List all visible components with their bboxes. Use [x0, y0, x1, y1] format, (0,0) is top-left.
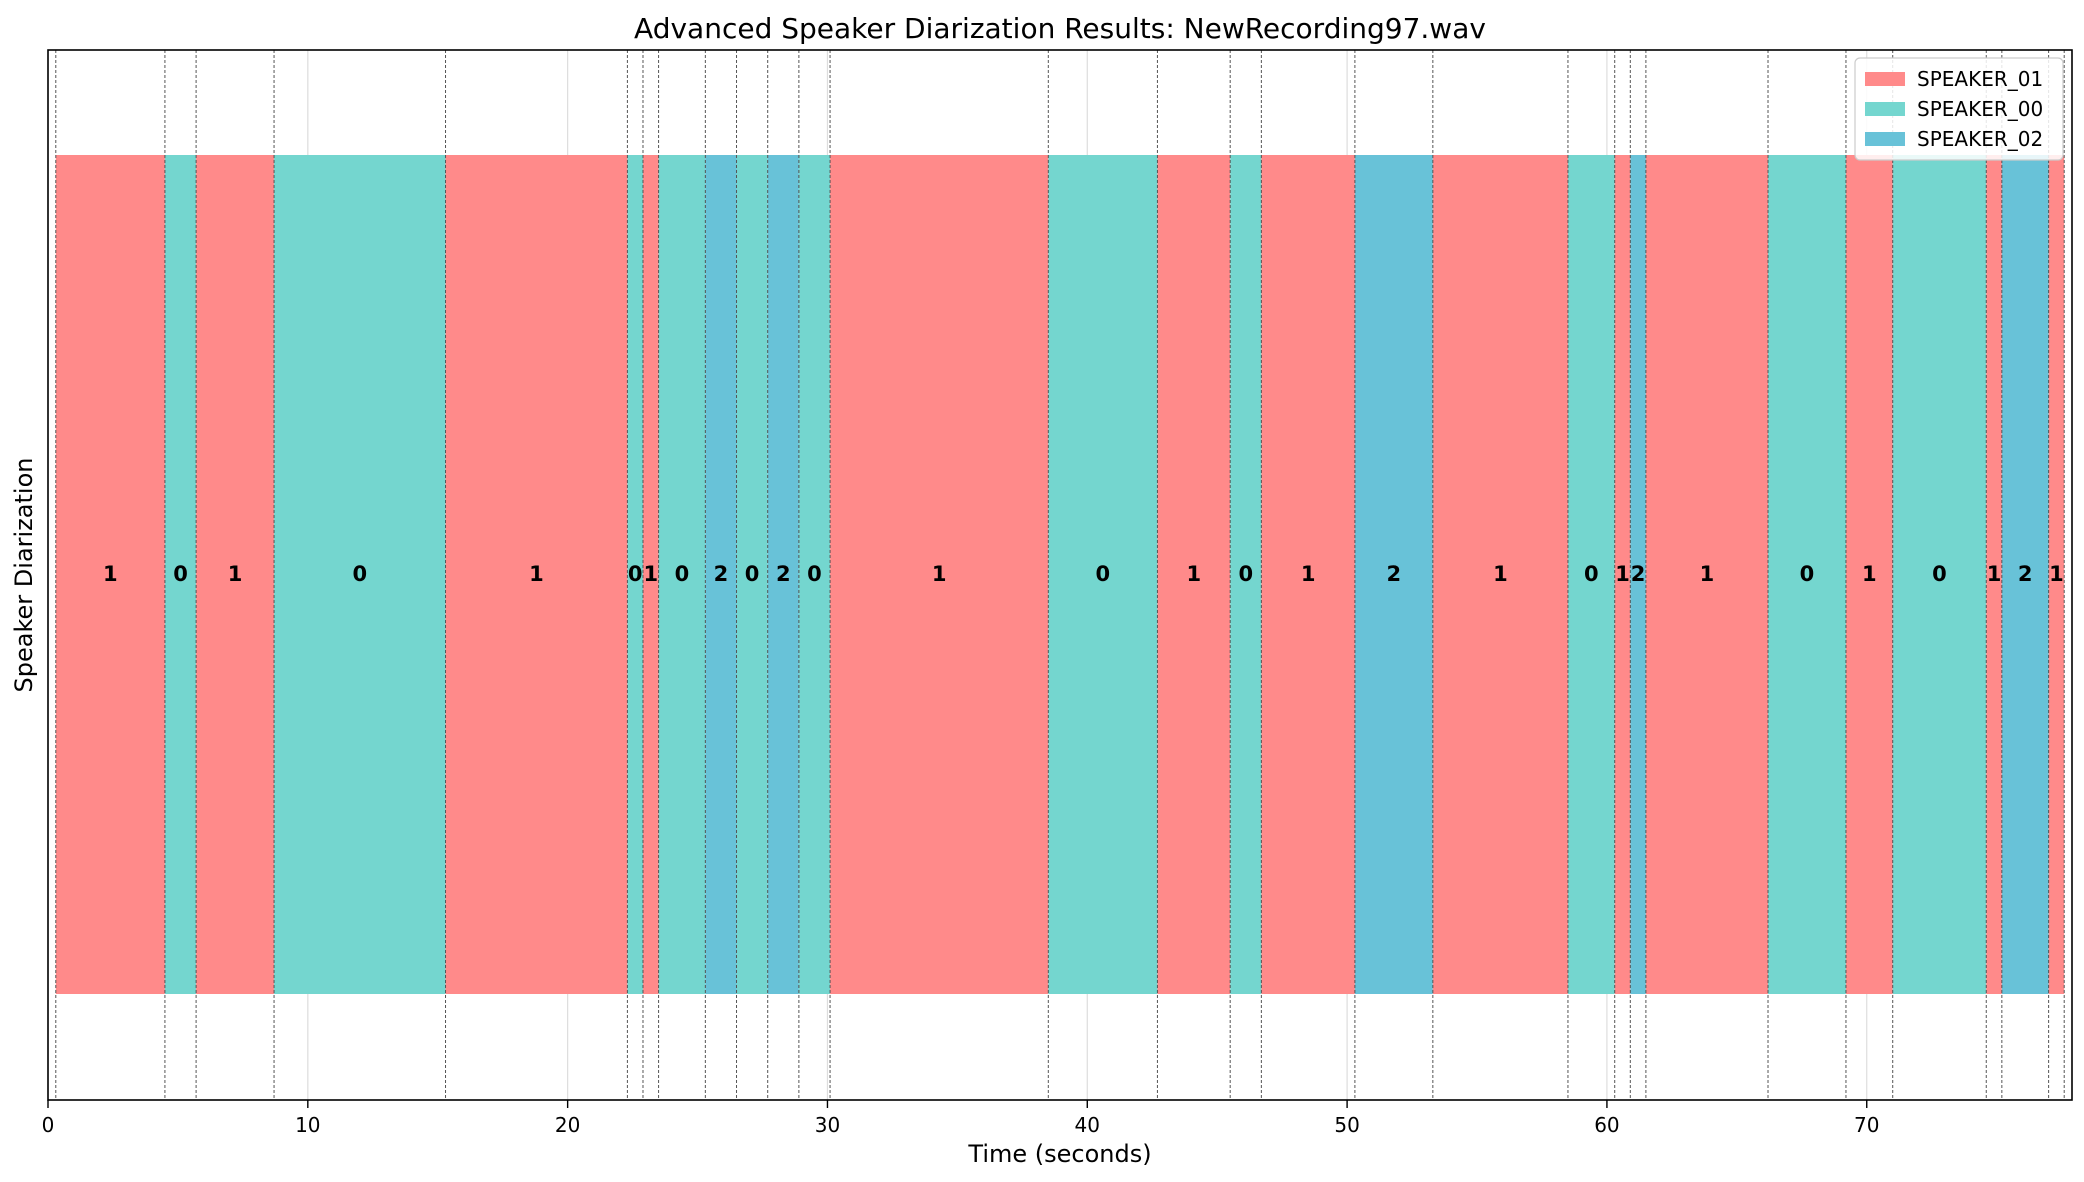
segment-label: 0: [1800, 562, 1815, 586]
x-tick-label: 0: [42, 1113, 55, 1137]
segment-label: 0: [1584, 562, 1599, 586]
segment-label: 1: [1493, 562, 1508, 586]
x-tick-label: 20: [555, 1113, 580, 1137]
segment-bar: [1354, 155, 1433, 994]
segment-label: 1: [932, 562, 947, 586]
segment-label: 0: [1238, 562, 1253, 586]
segment-label: 2: [1387, 562, 1402, 586]
segment-bar: [736, 155, 768, 994]
segment-label: 0: [745, 562, 760, 586]
segment-bar: [274, 155, 446, 994]
segment-label: 2: [776, 562, 791, 586]
segment-bar: [1986, 155, 2002, 994]
y-axis-label: Speaker Diarization: [10, 458, 38, 693]
legend-swatch: [1865, 132, 1905, 146]
legend-swatch: [1865, 102, 1905, 116]
x-tick-label: 10: [295, 1113, 320, 1137]
segment-bar: [798, 155, 831, 994]
segment-bar: [1432, 155, 1568, 994]
segment-bar: [1048, 155, 1158, 994]
segment-bar: [1230, 155, 1262, 994]
segment-bar: [1567, 155, 1615, 994]
segment-bar: [1630, 155, 1646, 994]
segment-label: 1: [103, 562, 118, 586]
segment-bar: [2048, 155, 2065, 994]
segment-bar: [1614, 155, 1631, 994]
segment-label: 2: [714, 562, 729, 586]
legend-swatch: [1865, 72, 1905, 86]
segment-bar: [2001, 155, 2049, 994]
segment-bar: [627, 155, 643, 994]
segment-label: 1: [1700, 562, 1715, 586]
segment-label: 1: [1301, 562, 1316, 586]
chart-title: Advanced Speaker Diarization Results: Ne…: [634, 12, 1486, 45]
segment-label: 0: [1096, 562, 1111, 586]
segment-bar: [164, 155, 197, 994]
segment-label: 0: [173, 562, 188, 586]
segment-label: 2: [1631, 562, 1646, 586]
legend-box: [1854, 57, 2064, 161]
segment-label: 1: [228, 562, 243, 586]
segment-label: 0: [628, 562, 643, 586]
legend-entry-label: SPEAKER_00: [1917, 97, 2043, 121]
segment-label: 2: [2018, 562, 2033, 586]
x-tick-label: 50: [1334, 1113, 1359, 1137]
segment-bar: [767, 155, 799, 994]
x-axis-label: Time (seconds): [967, 1140, 1151, 1168]
segment-label: 1: [1987, 562, 2002, 586]
segment-label: 1: [1862, 562, 1877, 586]
legend-entry-label: SPEAKER_01: [1917, 67, 2043, 91]
segment-bar: [830, 155, 1049, 994]
legend: SPEAKER_01 SPEAKER_00 SPEAKER_02: [1854, 57, 2064, 161]
legend-entry-label: SPEAKER_02: [1917, 127, 2043, 151]
segment-bar: [1768, 155, 1846, 994]
segment-bar: [445, 155, 628, 994]
segment-bar: [55, 155, 165, 994]
segment-label: 0: [675, 562, 690, 586]
x-tick-label: 70: [1854, 1113, 1879, 1137]
segment-bar: [1261, 155, 1355, 994]
segment-bar: [1845, 155, 1893, 994]
segment-bar: [1645, 155, 1769, 994]
segment-label: 1: [1615, 562, 1630, 586]
segment-label: 0: [1932, 562, 1947, 586]
segment-bar: [642, 155, 659, 994]
segment-bar: [1892, 155, 1987, 994]
segment-bar: [1157, 155, 1231, 994]
x-tick-label: 60: [1594, 1113, 1619, 1137]
segment-label: 0: [807, 562, 822, 586]
segment-label: 1: [2049, 562, 2064, 586]
segments-layer: [55, 155, 2065, 994]
x-tick-label: 30: [815, 1113, 840, 1137]
segment-bar: [196, 155, 275, 994]
segment-label: 1: [1186, 562, 1201, 586]
boundary-lines-layer: [55, 50, 2065, 1100]
segment-bar: [658, 155, 706, 994]
segment-label: 1: [529, 562, 544, 586]
segment-label: 0: [352, 562, 367, 586]
plot-frame: [47, 49, 2073, 1101]
segment-bar: [705, 155, 737, 994]
segment-label: 1: [643, 562, 658, 586]
x-axis-ticks: 0 10 20 30 40 50 60 70: [42, 1100, 1879, 1137]
x-tick-label: 40: [1075, 1113, 1100, 1137]
